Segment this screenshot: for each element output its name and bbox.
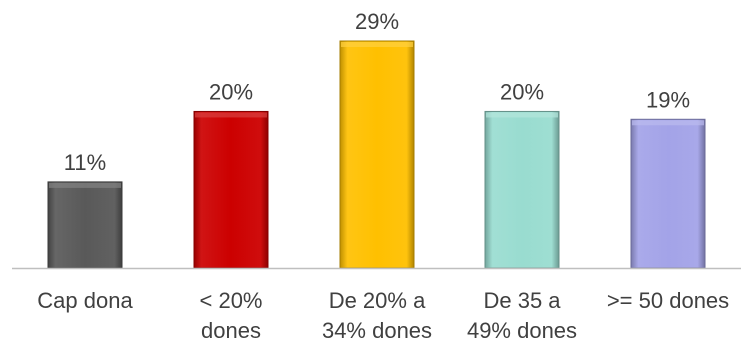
- category-label-2-line-2: dones: [201, 318, 261, 341]
- value-label-3: 29%: [355, 9, 399, 34]
- category-label-3: De 20% a 34% dones: [322, 288, 432, 341]
- value-label-2: 20%: [209, 79, 253, 104]
- bar-4: [484, 110, 560, 269]
- category-labels-group: Cap dona < 20% dones De 20% a 34% dones De 35…: [37, 288, 729, 341]
- value-labels-group: 11% 20% 29% 20% 19%: [64, 9, 690, 175]
- value-label-5: 19%: [646, 87, 690, 112]
- bars-group: [47, 40, 706, 269]
- value-label-1: 11%: [64, 150, 106, 175]
- category-label-4: De 35 a 49% dones: [467, 288, 577, 341]
- category-label-3-line-1: De 20% a: [329, 288, 426, 313]
- category-label-3-line-2: 34% dones: [322, 318, 432, 341]
- category-label-4-line-2: 49% dones: [467, 318, 577, 341]
- bar-3: [339, 40, 415, 269]
- bar-1-bevel: [49, 182, 121, 188]
- category-label-5-line-1: >= 50 dones: [607, 288, 729, 313]
- category-label-1: Cap dona: [37, 288, 133, 313]
- category-label-2: < 20% dones: [200, 288, 263, 341]
- category-label-2-line-1: < 20%: [200, 288, 263, 313]
- category-label-4-line-1: De 35 a: [483, 288, 561, 313]
- category-label-5: >= 50 dones: [607, 288, 729, 313]
- bar-4-bevel: [486, 112, 558, 118]
- bar-5-bevel: [632, 120, 704, 126]
- value-label-4: 20%: [500, 79, 544, 104]
- bar-1: [47, 181, 123, 269]
- bar-2: [193, 110, 269, 269]
- bar-2-bevel: [195, 112, 267, 118]
- category-label-1-line-1: Cap dona: [37, 288, 133, 313]
- bar-3-bevel: [341, 42, 413, 47]
- bar-5: [630, 118, 706, 269]
